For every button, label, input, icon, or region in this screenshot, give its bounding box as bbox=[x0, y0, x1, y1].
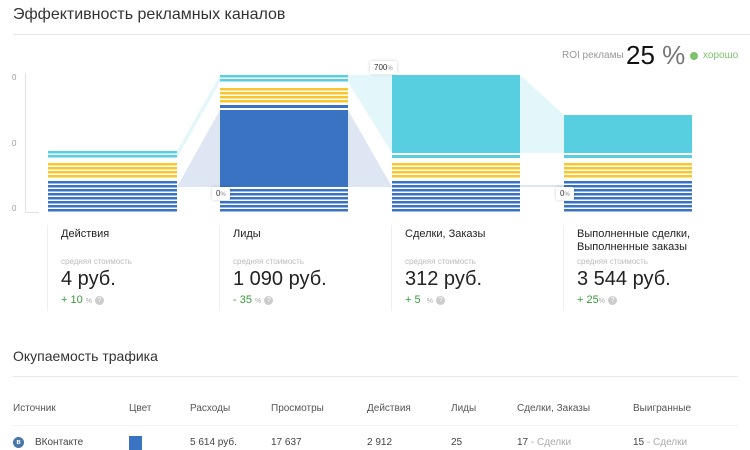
bar-deals-cyan-stripe bbox=[392, 155, 520, 158]
connector-2-blue bbox=[348, 110, 392, 187]
conversion-badge: 700% bbox=[370, 61, 397, 74]
y-axis-label: 0 bbox=[12, 139, 17, 148]
cost-value: 1 090 руб. bbox=[233, 268, 327, 290]
y-axis bbox=[25, 73, 26, 213]
color-swatch bbox=[129, 436, 142, 450]
cost-change: + 25% ? bbox=[577, 294, 733, 306]
conversion-badge: 0% bbox=[556, 187, 574, 200]
won-cell: 15 - Сделки bbox=[633, 437, 688, 448]
divider bbox=[13, 425, 738, 426]
bar-completed-cyan-solid bbox=[564, 115, 692, 153]
bar-leads-blue-stripe bbox=[220, 105, 348, 108]
roi-unit: % bbox=[662, 40, 686, 70]
roi-number: 25 bbox=[626, 40, 655, 70]
source-name[interactable]: ВКонтакте bbox=[35, 437, 84, 448]
help-icon[interactable]: ? bbox=[264, 295, 274, 305]
help-icon[interactable]: ? bbox=[95, 295, 105, 305]
connector-1-blue bbox=[177, 110, 220, 187]
bar-completed-yellow bbox=[564, 163, 692, 179]
column-header[interactable]: Действия bbox=[367, 403, 411, 414]
bar-leads-cyan bbox=[220, 75, 348, 83]
stage-card-leads: Лиды средняя стоимость 1 090 руб. - 35 %… bbox=[219, 225, 389, 311]
leads-cell: 25 bbox=[451, 437, 463, 448]
y-axis-label: 0 bbox=[12, 73, 17, 82]
bar-actions-cyan bbox=[48, 151, 177, 159]
actions-cell: 2 912 bbox=[367, 437, 393, 448]
bar-completed-cyan-stripe bbox=[564, 155, 692, 158]
section-title: Окупаемость трафика bbox=[13, 348, 158, 364]
cost-label: средняя стоимость bbox=[61, 257, 132, 266]
funnel-connectors bbox=[177, 75, 564, 187]
bar-deals-cyan-solid bbox=[392, 75, 520, 153]
cost-label: средняя стоимость bbox=[577, 257, 648, 266]
stage-card-actions: Действия средняя стоимость 4 руб. + 10 %… bbox=[47, 225, 217, 311]
status-dot-icon bbox=[690, 52, 698, 60]
connector-3-cyan bbox=[520, 75, 564, 153]
bar-leads-blue bbox=[220, 189, 348, 213]
cost-value: 3 544 руб. bbox=[577, 268, 671, 290]
stage-title: Выполненные сделки, Выполненные заказы bbox=[577, 228, 691, 253]
bar-leads-yellow bbox=[220, 88, 348, 104]
connector-3-blue bbox=[520, 185, 564, 187]
stage-title: Сделки, Заказы bbox=[405, 228, 486, 240]
cost-change: + 10 % ? bbox=[61, 294, 217, 306]
bar-actions-yellow bbox=[48, 163, 177, 179]
stage-card-deals: Сделки, Заказы средняя стоимость 312 руб… bbox=[391, 225, 561, 311]
connector-2-cyan bbox=[348, 75, 392, 153]
cost-change: - 35 % ? bbox=[233, 294, 389, 306]
views-cell: 17 637 bbox=[271, 437, 302, 448]
roi-value: 25 % bbox=[626, 40, 685, 71]
deals-cell: 17 - Сделки bbox=[517, 437, 572, 448]
bar-completed-blue bbox=[564, 181, 692, 213]
y-axis-label: 0 bbox=[12, 204, 17, 213]
cost-value: 312 руб. bbox=[405, 268, 483, 290]
column-header[interactable]: Источник bbox=[13, 403, 56, 414]
roi-status: хорошо bbox=[703, 50, 739, 61]
help-icon[interactable]: ? bbox=[436, 295, 446, 305]
column-header[interactable]: Расходы bbox=[190, 403, 231, 414]
x-axis bbox=[25, 212, 39, 213]
column-header[interactable]: Просмотры bbox=[271, 403, 324, 414]
cost-label: средняя стоимость bbox=[405, 257, 476, 266]
bar-actions-blue bbox=[48, 181, 177, 213]
spend-cell: 5 614 руб. bbox=[190, 437, 237, 448]
help-icon[interactable]: ? bbox=[608, 295, 618, 305]
cost-label: средняя стоимость bbox=[233, 257, 304, 266]
roi-label: ROI рекламы bbox=[562, 50, 624, 61]
cost-change: + 5 % ? bbox=[405, 294, 561, 306]
column-header[interactable]: Выигранные bbox=[633, 403, 692, 414]
divider bbox=[13, 34, 750, 35]
bar-deals-yellow bbox=[392, 163, 520, 179]
stage-card-completed: Выполненные сделки, Выполненные заказы с… bbox=[563, 225, 733, 311]
column-header[interactable]: Цвет bbox=[129, 403, 152, 414]
divider bbox=[13, 376, 738, 377]
stage-title: Лиды bbox=[233, 228, 261, 240]
page-title: Эффективность рекламных каналов bbox=[13, 6, 286, 23]
bar-leads-blue-solid bbox=[220, 110, 348, 187]
connector-1-cyan bbox=[177, 75, 220, 158]
conversion-badge: 0% bbox=[212, 187, 230, 200]
column-header[interactable]: Лиды bbox=[451, 403, 477, 414]
bar-deals-blue bbox=[392, 181, 520, 213]
column-header[interactable]: Сделки, Заказы bbox=[517, 403, 591, 414]
stage-title: Действия bbox=[61, 228, 110, 240]
vk-icon: в bbox=[13, 437, 24, 448]
cost-value: 4 руб. bbox=[61, 268, 116, 290]
